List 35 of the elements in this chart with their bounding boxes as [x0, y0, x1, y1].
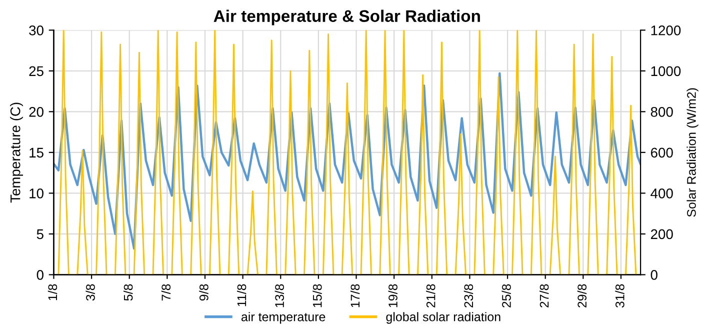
- legend-label: air temperature: [241, 312, 326, 324]
- chart-title: Air temperature & Solar Radiation: [214, 10, 480, 26]
- y-tick-label: 15: [30, 148, 44, 158]
- y2-tick-label: 200: [650, 229, 673, 240]
- legend-label: global solar radiation: [386, 312, 500, 324]
- y2-tick-label: 1200: [651, 25, 681, 36]
- x-tick-label: 11/8: [236, 284, 246, 306]
- y-tick-label: 25: [29, 66, 44, 76]
- x-tick-label: 29/8: [577, 284, 587, 308]
- y-tick-label: 5: [36, 229, 44, 240]
- x-tick-label: 31/8: [615, 284, 624, 308]
- y2-tick-label: 800: [650, 107, 673, 117]
- x-tick-label: 19/8: [388, 284, 398, 308]
- y-tick-label: 20: [29, 107, 44, 117]
- y2-axis-title: Solar Radiation (W/m2): [686, 88, 698, 217]
- y-tick-label: 30: [29, 25, 44, 36]
- x-tick-label: 17/8: [350, 284, 360, 308]
- y-axis-title: Temperature (C): [10, 102, 24, 203]
- y-tick-label: 0: [36, 270, 44, 280]
- x-tick-label: 25/8: [502, 284, 511, 308]
- y-tick-label: 10: [30, 188, 44, 198]
- x-tick-label: 27/8: [540, 284, 549, 308]
- x-tick-label: 1/8: [48, 284, 58, 300]
- x-tick-label: 9/8: [199, 284, 208, 301]
- x-tick-label: 3/8: [86, 284, 95, 301]
- x-tick-label: 5/8: [124, 284, 133, 301]
- x-tick-label: 21/8: [426, 284, 436, 308]
- y2-tick-label: 0: [650, 270, 658, 280]
- y2-tick-label: 400: [650, 188, 673, 198]
- x-tick-label: 13/8: [274, 284, 284, 308]
- x-tick-label: 23/8: [464, 284, 474, 308]
- x-tick-label: 7/8: [161, 284, 171, 300]
- y2-tick-label: 600: [650, 148, 673, 158]
- y2-tick-label: 1000: [651, 66, 681, 76]
- x-tick-label: 15/8: [312, 284, 322, 308]
